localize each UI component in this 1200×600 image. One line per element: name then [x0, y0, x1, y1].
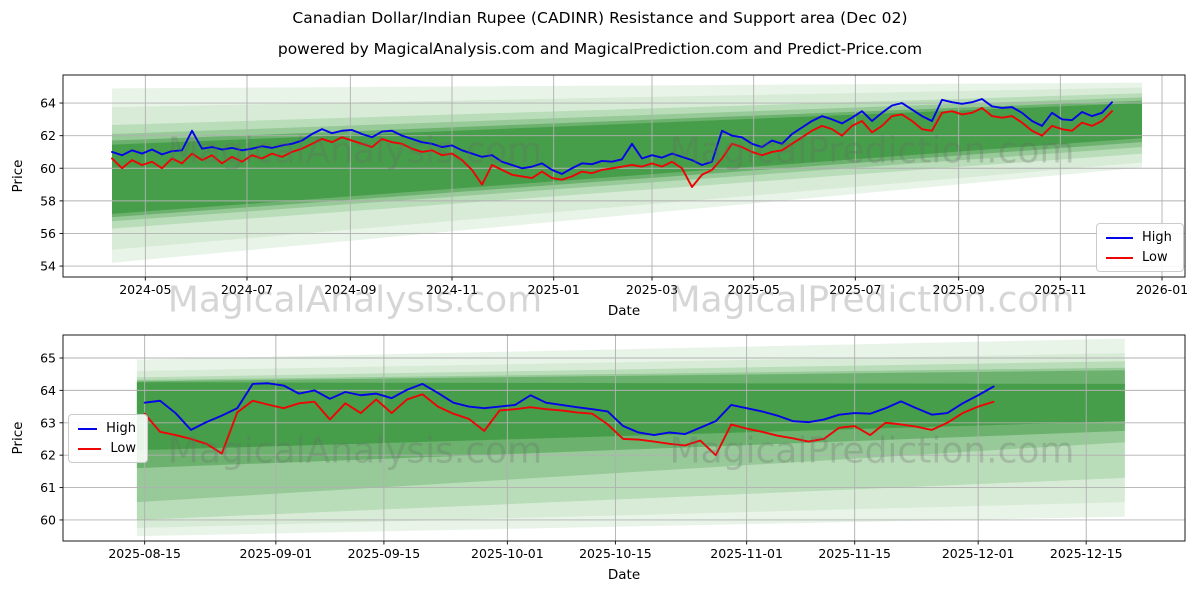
main-history-chart-y-tick-label: 54	[40, 259, 56, 274]
high-line-swatch	[1106, 236, 1133, 239]
main-history-chart-y-tick-label: 60	[40, 161, 56, 176]
low-line-swatch	[1106, 256, 1133, 259]
legend-item-low: Low	[78, 442, 136, 455]
recent-detail-chart-x-tick-label: 2025-12-15	[1050, 546, 1123, 561]
main-history-chart-x-tick-label: 2025-01	[528, 282, 580, 297]
main-history-chart-y-axis-label: Price	[10, 160, 26, 193]
recent-detail-chart-high-series-line	[143, 382, 995, 437]
main-history-chart-x-tick-label: 2026-01	[1136, 282, 1188, 297]
main-history-chart-x-tick-label: 2024-07	[221, 282, 273, 297]
main-history-chart-x-tick-label: 2024-05	[119, 282, 171, 297]
main-history-chart-y-tick-label: 58	[40, 193, 56, 208]
low-line-swatch	[78, 447, 102, 450]
recent-detail-chart-y-tick-label: 65	[40, 350, 56, 365]
legend-low-label: Low	[1142, 250, 1168, 265]
recent-detail-chart-x-tick-label: 2025-10-15	[579, 546, 652, 561]
recent-detail-chart-x-tick-label: 2025-10-01	[471, 546, 544, 561]
main-history-chart-x-tick-label: 2025-11	[1034, 282, 1086, 297]
main-history-chart-low-series-line	[111, 106, 1113, 188]
main-history-chart-x-tick-label: 2024-11	[426, 282, 478, 297]
main-history-chart-x-tick-label: 2025-07	[829, 282, 881, 297]
main-history-chart-x-axis-label: Date	[608, 303, 640, 319]
main-history-chart-plot-border	[62, 74, 1186, 278]
recent-detail-chart-x-axis-label: Date	[608, 567, 640, 583]
recent-detail-chart-y-tick-label: 61	[40, 480, 56, 495]
legend-item-high: High	[1106, 231, 1172, 244]
main-history-chart-x-tick-label: 2025-05	[728, 282, 780, 297]
recent-detail-chart-x-tick-label: 2025-12-01	[942, 546, 1015, 561]
main-history-chart-x-tick-label: 2024-09	[324, 282, 376, 297]
recent-detail-chart-y-axis-label: Price	[10, 422, 26, 455]
main-history-chart-y-tick-label: 56	[40, 226, 56, 241]
recent-detail-chart-y-tick-label: 63	[40, 415, 56, 430]
main-history-chart-band-5	[112, 103, 1142, 214]
main-history-chart-x-tick-label: 2025-09	[933, 282, 985, 297]
main-history-chart-y-tick-label: 64	[40, 96, 56, 111]
main-history-chart-high-series-line	[111, 98, 1113, 175]
legend-low-label: Low	[110, 441, 136, 456]
figure-subtitle: powered by MagicalAnalysis.com and Magic…	[277, 40, 923, 58]
legend-main-chart: High Low	[1096, 223, 1184, 272]
legend-item-high: High	[78, 422, 136, 435]
recent-detail-chart-x-tick-label: 2025-09-01	[240, 546, 313, 561]
legend-high-label: High	[1142, 230, 1172, 245]
recent-detail-chart-low-series-line	[143, 393, 995, 457]
legend-high-label: High	[106, 421, 136, 436]
legend-item-low: Low	[1106, 251, 1172, 264]
recent-detail-chart-plot-border	[62, 334, 1186, 542]
recent-detail-chart-x-tick-label: 2025-08-15	[108, 546, 181, 561]
recent-detail-chart-y-tick-label: 62	[40, 448, 56, 463]
figure-title: Canadian Dollar/Indian Rupee (CADINR) Re…	[292, 9, 908, 27]
high-line-swatch	[78, 427, 98, 430]
recent-detail-chart-x-tick-label: 2025-11-15	[818, 546, 891, 561]
recent-detail-chart-y-tick-label: 60	[40, 512, 56, 527]
recent-detail-chart-y-tick-label: 64	[40, 383, 56, 398]
main-history-chart-y-tick-label: 62	[40, 128, 56, 143]
recent-detail-chart-x-tick-label: 2025-11-01	[710, 546, 783, 561]
main-history-chart-x-tick-label: 2025-03	[626, 282, 678, 297]
recent-detail-chart-x-tick-label: 2025-09-15	[348, 546, 421, 561]
legend-detail-chart: High Low	[68, 414, 148, 463]
